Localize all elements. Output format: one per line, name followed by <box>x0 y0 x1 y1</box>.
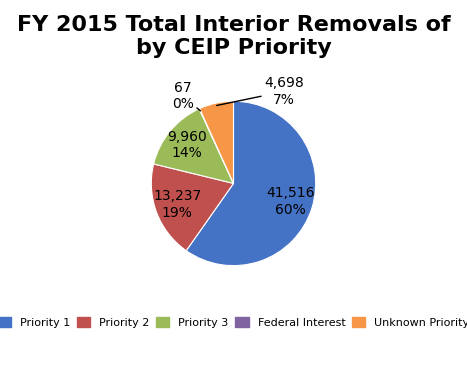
Wedge shape <box>199 109 234 184</box>
Title: FY 2015 Total Interior Removals of
by CEIP Priority: FY 2015 Total Interior Removals of by CE… <box>17 15 450 58</box>
Text: 4,698
7%: 4,698 7% <box>217 77 304 107</box>
Text: 9,960
14%: 9,960 14% <box>167 130 207 160</box>
Wedge shape <box>154 109 234 184</box>
Wedge shape <box>186 101 316 266</box>
Text: 67
0%: 67 0% <box>172 81 200 112</box>
Text: 13,237
19%: 13,237 19% <box>153 189 201 219</box>
Legend: Priority 1, Priority 2, Priority 3, Federal Interest, Unknown Priority: Priority 1, Priority 2, Priority 3, Fede… <box>0 313 467 333</box>
Wedge shape <box>151 164 234 251</box>
Wedge shape <box>199 101 234 184</box>
Text: 41,516
60%: 41,516 60% <box>266 186 315 217</box>
